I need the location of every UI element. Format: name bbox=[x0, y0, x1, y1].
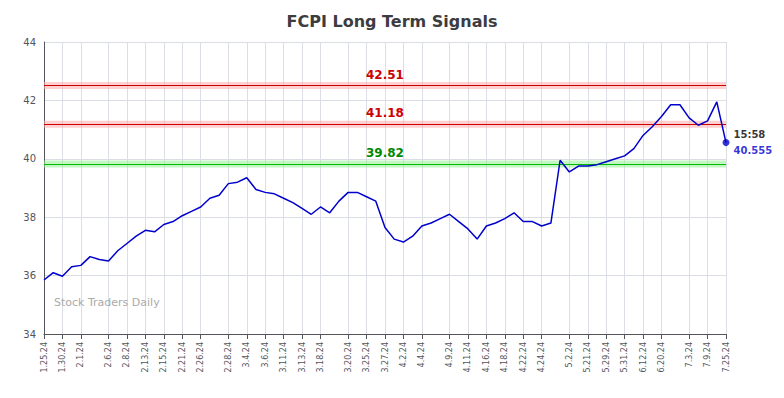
svg-text:4.18.24: 4.18.24 bbox=[500, 342, 509, 373]
svg-text:4.22.24: 4.22.24 bbox=[519, 342, 528, 373]
svg-text:2.8.24: 2.8.24 bbox=[122, 342, 131, 367]
svg-text:3.20.24: 3.20.24 bbox=[344, 342, 353, 373]
svg-text:4.4.24: 4.4.24 bbox=[417, 342, 426, 367]
svg-text:38: 38 bbox=[23, 212, 36, 223]
svg-text:2.6.24: 2.6.24 bbox=[104, 342, 113, 367]
svg-text:3.4.24: 3.4.24 bbox=[242, 342, 251, 367]
svg-text:5.31.24: 5.31.24 bbox=[620, 342, 629, 373]
svg-text:15:58: 15:58 bbox=[734, 129, 766, 140]
svg-text:36: 36 bbox=[23, 270, 36, 281]
svg-text:42.51: 42.51 bbox=[366, 68, 404, 82]
svg-text:39.82: 39.82 bbox=[366, 146, 404, 160]
svg-text:4.2.24: 4.2.24 bbox=[399, 342, 408, 367]
svg-text:3.6.24: 3.6.24 bbox=[261, 342, 270, 367]
svg-text:2.26.24: 2.26.24 bbox=[196, 342, 205, 373]
svg-text:4.24.24: 4.24.24 bbox=[537, 342, 546, 373]
svg-text:2.13.24: 2.13.24 bbox=[141, 342, 150, 373]
svg-text:4.9.24: 4.9.24 bbox=[445, 342, 454, 367]
svg-text:41.18: 41.18 bbox=[366, 106, 404, 120]
svg-text:2.15.24: 2.15.24 bbox=[159, 342, 168, 373]
svg-text:7.25.24: 7.25.24 bbox=[722, 342, 731, 373]
svg-text:7.9.24: 7.9.24 bbox=[703, 342, 712, 367]
svg-text:3.27.24: 3.27.24 bbox=[381, 342, 390, 373]
svg-text:1.30.24: 1.30.24 bbox=[58, 342, 67, 373]
svg-text:40.555: 40.555 bbox=[734, 145, 773, 156]
svg-text:6.20.24: 6.20.24 bbox=[657, 342, 666, 373]
svg-text:6.12.24: 6.12.24 bbox=[639, 342, 648, 373]
svg-text:1.25.24: 1.25.24 bbox=[40, 342, 49, 373]
svg-text:44: 44 bbox=[23, 37, 36, 48]
svg-text:Stock Traders Daily: Stock Traders Daily bbox=[54, 296, 160, 309]
svg-text:7.3.24: 7.3.24 bbox=[685, 342, 694, 367]
svg-text:42: 42 bbox=[23, 95, 36, 106]
svg-text:2.28.24: 2.28.24 bbox=[224, 342, 233, 373]
svg-text:5.29.24: 5.29.24 bbox=[602, 342, 611, 373]
svg-text:3.13.24: 3.13.24 bbox=[298, 342, 307, 373]
svg-text:3.11.24: 3.11.24 bbox=[279, 342, 288, 373]
svg-text:3.25.24: 3.25.24 bbox=[362, 342, 371, 373]
svg-text:40: 40 bbox=[23, 153, 36, 164]
svg-text:4.11.24: 4.11.24 bbox=[463, 342, 472, 373]
svg-text:3.18.24: 3.18.24 bbox=[316, 342, 325, 373]
svg-text:4.16.24: 4.16.24 bbox=[482, 342, 491, 373]
svg-text:5.21.24: 5.21.24 bbox=[583, 342, 592, 373]
svg-text:5.2.24: 5.2.24 bbox=[565, 342, 574, 367]
svg-text:FCPI Long Term Signals: FCPI Long Term Signals bbox=[287, 12, 498, 31]
svg-text:2.1.24: 2.1.24 bbox=[76, 342, 85, 367]
svg-text:2.21.24: 2.21.24 bbox=[178, 342, 187, 373]
svg-text:34: 34 bbox=[23, 329, 36, 340]
